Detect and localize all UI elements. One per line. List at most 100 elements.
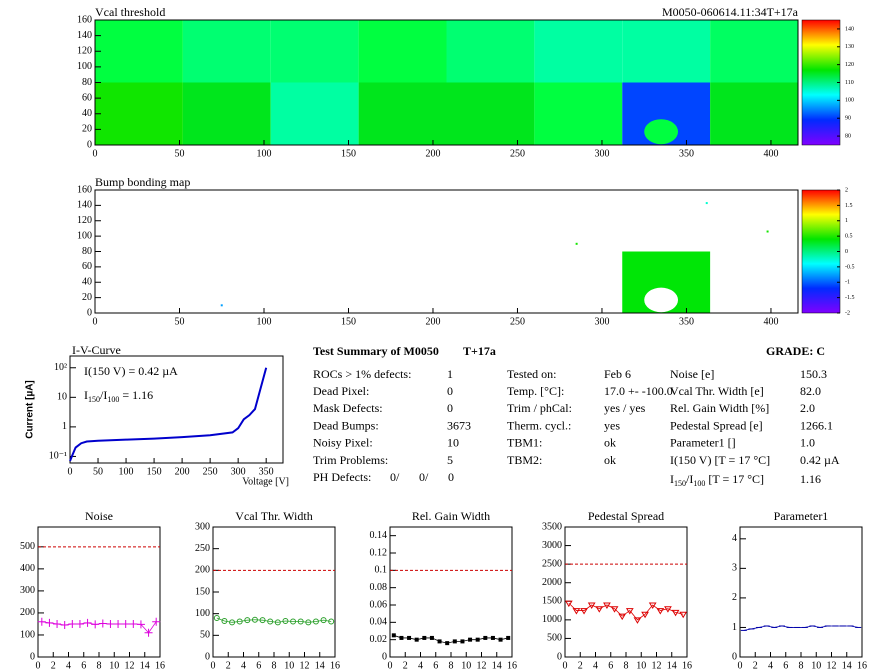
x-tick-label: 0: [36, 660, 41, 671]
marker: [236, 618, 243, 625]
color-tick-label: 140: [845, 26, 854, 32]
summary-value: ok: [604, 453, 616, 467]
ph-value: 0/: [419, 470, 429, 484]
marker: [328, 618, 335, 625]
summary-label-part: 100: [693, 480, 705, 489]
marker: [399, 635, 404, 640]
y-tick-label: 500: [20, 541, 35, 552]
x-tick-label: 2: [226, 660, 231, 671]
summary-label: ROCs > 1% defects:: [313, 367, 411, 381]
x-tick-label: 6: [783, 660, 788, 671]
marker: [679, 611, 688, 619]
y-axis-label: Current [µA]: [25, 380, 36, 439]
summary-value: 17.0 +- -100.0: [604, 384, 673, 398]
chart-subtitle: M0050-060614.11:34T+17a: [662, 5, 799, 19]
x-tick-label: 4: [66, 660, 71, 671]
marker: [129, 619, 138, 628]
y-tick-label: 0.06: [370, 599, 388, 610]
summary-label: Trim / phCal:: [507, 401, 572, 415]
color-tick-label: 130: [845, 44, 854, 50]
y-tick-label: 200: [195, 565, 210, 576]
pixel: [766, 230, 769, 233]
summary-label: Noisy Pixel:: [313, 436, 373, 450]
ratio-annotation: I150/I100 = 1.16: [84, 388, 153, 405]
color-tick-label: 2: [845, 187, 848, 193]
y-tick-label: 20: [82, 292, 92, 303]
ratio-annotation-part: /I: [100, 388, 107, 402]
x-tick-label: 14: [492, 660, 502, 671]
marker: [580, 608, 588, 615]
marker: [106, 619, 115, 628]
marker: [251, 616, 258, 623]
y-tick-label: 0.14: [370, 530, 388, 541]
x-tick-label: 100: [256, 148, 271, 159]
x-tick-label: 50: [174, 148, 184, 159]
iv-curve: [69, 367, 268, 462]
x-tick-label: 50: [93, 466, 103, 477]
marker: [641, 611, 649, 619]
y-tick-label: 100: [20, 629, 35, 640]
x-tick-label: 2: [753, 660, 758, 671]
x-tick-label: 10: [284, 660, 294, 671]
x-tick-label: 10: [811, 660, 821, 671]
y-tick-label: 20: [82, 124, 92, 135]
color-tick-label: 0: [845, 249, 848, 255]
spot: [644, 287, 679, 313]
x-tick-label: 6: [256, 660, 261, 671]
marker: [498, 637, 503, 642]
summary-label: I(150 V) [T = 17 °C]: [670, 453, 770, 467]
marker: [213, 615, 220, 621]
x-tick-label: 4: [418, 660, 423, 671]
marker: [152, 617, 161, 626]
y-tick-label: 0.02: [370, 634, 388, 645]
y-tick-label: 1000: [542, 614, 562, 625]
marker: [259, 617, 266, 624]
pixel: [705, 202, 708, 205]
x-tick-label: 0: [211, 660, 216, 671]
marker: [305, 619, 312, 626]
marker: [229, 619, 236, 626]
marker: [664, 606, 672, 613]
chart-title: Noise: [85, 509, 113, 523]
ratio-annotation-part: 100: [107, 395, 119, 404]
summary-label: Vcal Thr. Width [e]: [670, 384, 764, 398]
y-tick-label: 100: [77, 230, 92, 241]
summary-value: Feb 6: [604, 367, 631, 381]
marker: [312, 618, 319, 625]
summary-value: 82.0: [800, 384, 821, 398]
x-tick-label: 4: [241, 660, 246, 671]
y-tick-label: 140: [77, 200, 92, 211]
marker: [422, 635, 427, 640]
marker: [460, 639, 465, 644]
marker: [267, 618, 274, 625]
marker: [648, 602, 657, 609]
y-tick-label: 200: [20, 607, 35, 618]
series-line: [393, 634, 509, 644]
summary-label: PH Defects:: [313, 470, 371, 484]
heat-block: [534, 82, 623, 145]
summary-value: 150.3: [800, 367, 827, 381]
y-tick-label: 0: [557, 651, 562, 662]
x-tick-label: 150: [341, 316, 356, 327]
y-tick-label: 0.08: [370, 582, 388, 593]
y-tick-label: 10⁻¹: [49, 451, 67, 462]
summary-label: Rel. Gain Width [%]: [670, 401, 769, 415]
x-tick-label: 2: [403, 660, 408, 671]
x-tick-label: 6: [433, 660, 438, 671]
marker: [429, 635, 434, 640]
summary-label: Temp. [°C]:: [507, 384, 564, 398]
x-tick-label: 12: [125, 660, 135, 671]
y-tick-label: 80: [82, 77, 92, 88]
summary-label-part: [T = 17 °C]: [705, 472, 764, 486]
x-tick-label: 12: [477, 660, 487, 671]
plot-frame: [69, 355, 284, 464]
y-tick-label: 300: [195, 521, 210, 532]
x-tick-label: 0: [388, 660, 393, 671]
x-tick-label: 16: [682, 660, 692, 671]
color-tick-label: -2: [845, 310, 850, 316]
marker: [391, 633, 396, 638]
summary-value: 1266.1: [800, 418, 833, 432]
summary-value: 1.0: [800, 436, 815, 450]
marker: [136, 620, 145, 629]
x-tick-label: 300: [594, 316, 609, 327]
